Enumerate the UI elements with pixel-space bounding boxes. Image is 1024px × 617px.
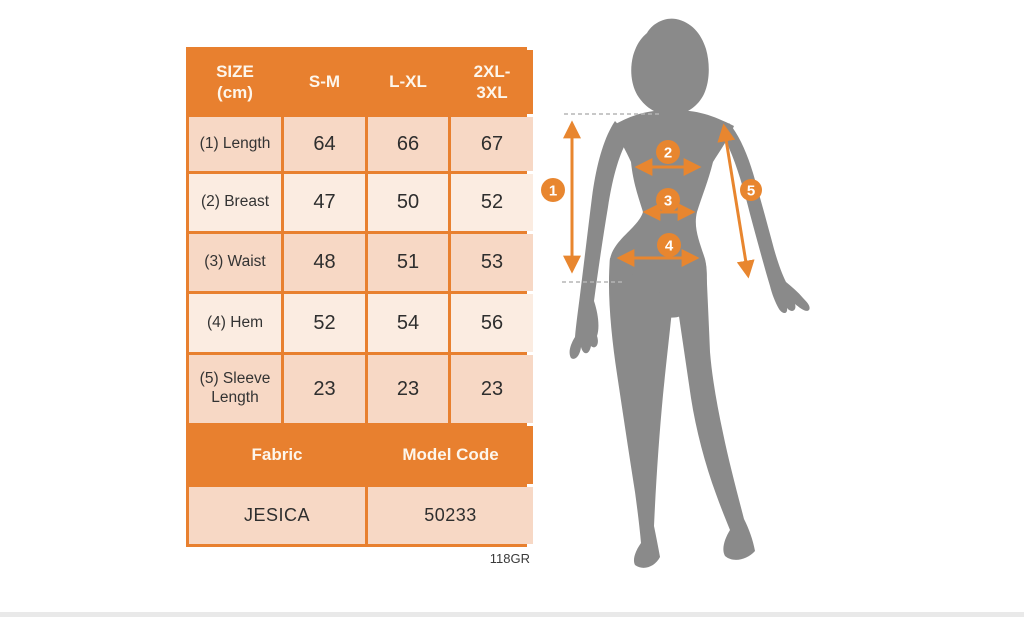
body-measurement-figure: 1 2 3 4 5 xyxy=(541,18,810,568)
value-waist-sm: 48 xyxy=(284,234,365,291)
female-silhouette xyxy=(569,18,810,568)
header-size-cm: SIZE (cm) xyxy=(189,50,281,114)
silhouette-head xyxy=(631,18,709,116)
marker-number-5: 5 xyxy=(747,182,755,199)
value-length-sm: 64 xyxy=(284,117,365,171)
value-sleeve-2xl3xl: 23 xyxy=(451,355,533,423)
row-label-hem: (4) Hem xyxy=(189,294,281,352)
marker-badges: 1 2 3 4 5 xyxy=(541,140,762,257)
value-model-code: 50233 xyxy=(368,487,533,544)
row-label-breast: (2) Breast xyxy=(189,174,281,231)
header-size-lxl: L-XL xyxy=(368,50,448,114)
marker-number-4: 4 xyxy=(665,237,674,254)
arrow-sleeve xyxy=(717,123,755,279)
marker-number-1: 1 xyxy=(549,182,557,199)
value-length-lxl: 66 xyxy=(368,117,448,171)
marker-circle-4 xyxy=(657,233,681,257)
value-breast-2xl3xl: 52 xyxy=(451,174,533,231)
header-model-code: Model Code xyxy=(368,426,533,484)
value-breast-sm: 47 xyxy=(284,174,365,231)
size-chart-table: SIZE (cm) S-M L-XL 2XL- 3XL (1) Length 6… xyxy=(186,47,533,547)
value-sleeve-sm: 23 xyxy=(284,355,365,423)
value-breast-lxl: 50 xyxy=(368,174,448,231)
marker-number-3: 3 xyxy=(664,192,672,209)
marker-circle-1 xyxy=(541,178,565,202)
bottom-edge-strip xyxy=(0,612,1024,617)
value-hem-2xl3xl: 56 xyxy=(451,294,533,352)
silhouette-left-arm xyxy=(569,121,627,359)
value-waist-lxl: 51 xyxy=(368,234,448,291)
marker-circle-3 xyxy=(656,188,680,212)
value-length-2xl3xl: 67 xyxy=(451,117,533,171)
value-hem-lxl: 54 xyxy=(368,294,448,352)
header-size-2xl3xl: 2XL- 3XL xyxy=(451,50,533,114)
marker-circle-2 xyxy=(656,140,680,164)
weight-note: 118GR xyxy=(489,551,530,566)
row-label-waist: (3) Waist xyxy=(189,234,281,291)
header-fabric: Fabric xyxy=(189,426,365,484)
silhouette-left-leg xyxy=(608,258,673,568)
header-size-sm: S-M xyxy=(284,50,365,114)
row-label-length: (1) Length xyxy=(189,117,281,171)
value-fabric: JESICA xyxy=(189,487,365,544)
value-waist-2xl3xl: 53 xyxy=(451,234,533,291)
silhouette-right-leg xyxy=(676,260,755,560)
value-hem-sm: 52 xyxy=(284,294,365,352)
marker-circle-5 xyxy=(740,179,762,201)
marker-number-2: 2 xyxy=(664,144,672,161)
value-sleeve-lxl: 23 xyxy=(368,355,448,423)
row-label-sleeve-length: (5) Sleeve Length xyxy=(189,355,281,423)
